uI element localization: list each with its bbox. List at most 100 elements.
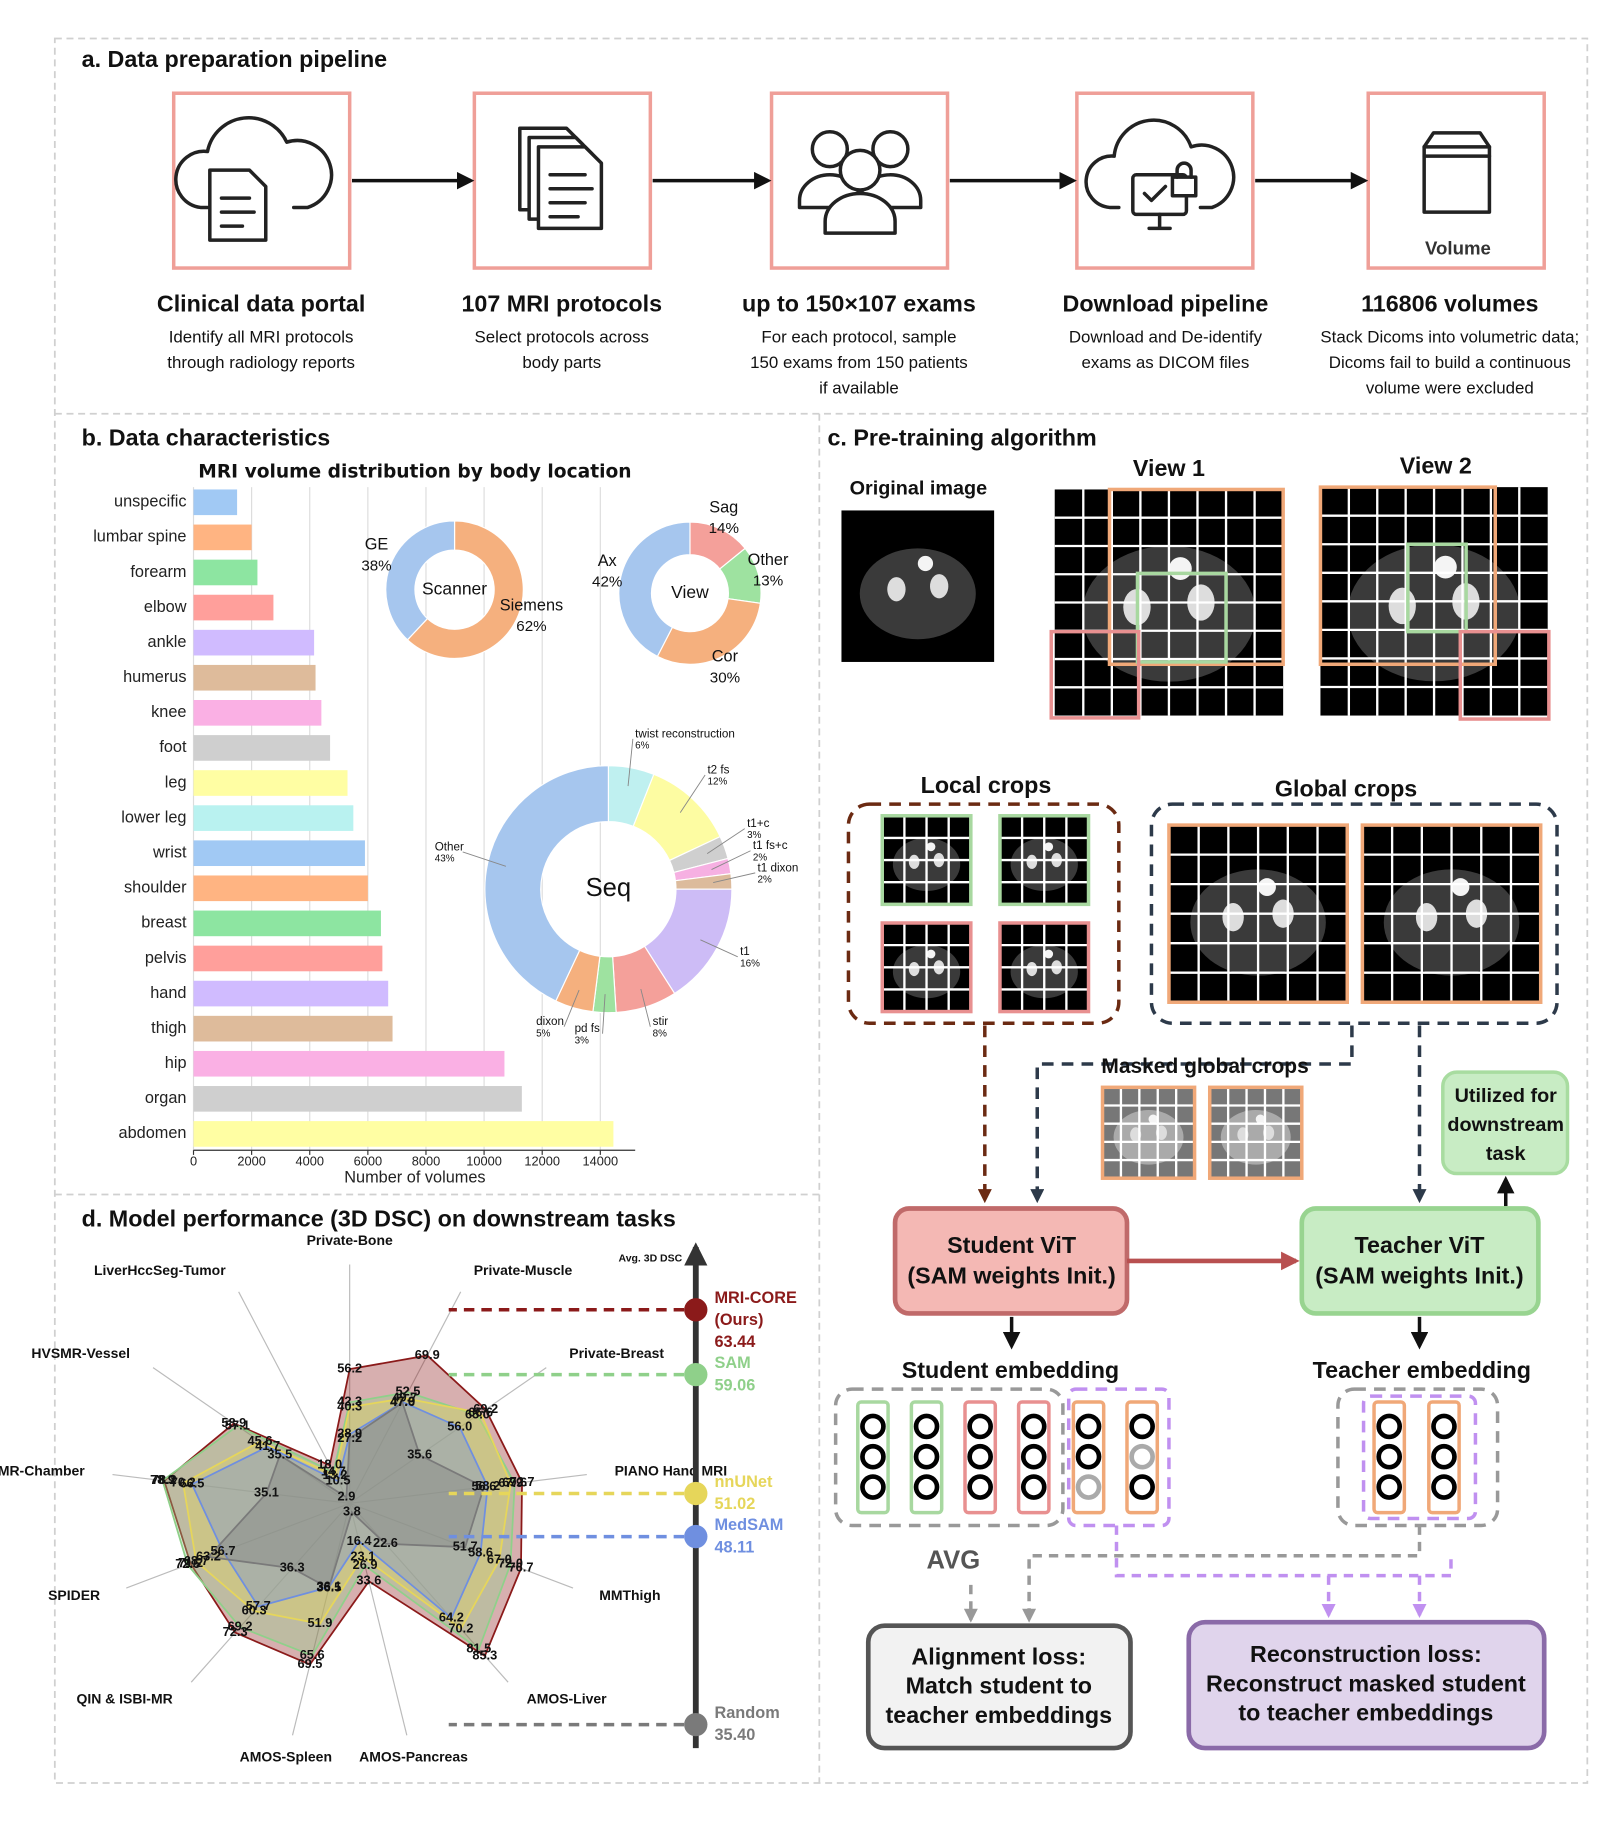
value-label: 40.3 [337,1398,362,1413]
label: (SAM weights Init.) [1315,1262,1523,1288]
slice-value: 8% [653,1028,668,1039]
scan [1434,555,1457,579]
label: 150 exams from 150 patients [750,353,968,372]
value-label: 51.9 [308,1615,333,1630]
scan [908,961,920,977]
value-label: 2.9 [338,1489,356,1504]
slice-value: 3% [575,1035,590,1046]
category-label: breast [141,914,187,932]
avg-value: 35.40 [714,1724,756,1744]
label: Student embedding [902,1357,1119,1383]
slice-value: 14% [709,520,739,537]
slice-value: 2% [753,852,768,863]
value-label: 85.3 [472,1647,497,1662]
slice-label: pd fs [575,1022,600,1035]
category-label: knee [151,703,186,721]
avg-value: 51.02 [714,1493,756,1513]
axis-label: AMOS-Spleen [240,1749,332,1765]
series-name: MedSAM [714,1514,784,1534]
token [1431,1443,1457,1470]
label: Global crops [1275,775,1417,801]
label: Student ViT [947,1232,1076,1258]
axis-label: AMOS-Pancreas [359,1749,468,1765]
spoke [238,1291,351,1504]
shape [1167,823,1349,1004]
shape [865,1623,1133,1751]
label: d. Model performance (3D DSC) on downstr… [82,1205,676,1231]
bar [193,980,389,1007]
radar-area [206,1401,485,1590]
radar-area [163,1354,523,1666]
shape [1360,823,1543,1004]
shape [1186,1619,1547,1751]
value-label: 58.9 [221,1415,246,1430]
value-label: 49.7 [392,1390,417,1405]
leader-line [563,989,580,1027]
slice [406,520,524,659]
scan [887,577,906,602]
value-label: 10.5 [326,1473,351,1488]
label: Stack Dicoms into volumetric data; [1320,327,1579,346]
pretraining-diagram [833,485,1570,1751]
slice [656,598,761,665]
spoke [152,1367,351,1504]
bar [193,629,315,656]
value-label: 65.6 [300,1647,325,1662]
category-label: hand [150,984,186,1002]
bar [193,735,331,761]
label: to teacher embeddings [1238,1699,1493,1725]
label: Dicoms fail to build a continuous [1329,353,1571,372]
spoke [190,1502,351,1683]
value-label: 41.7 [255,1438,280,1453]
category-label: hip [165,1054,187,1072]
series-name: Random [714,1702,780,1722]
x-tick-label: 12000 [524,1153,560,1168]
value-label: 22.6 [373,1535,398,1550]
value-label: 28.9 [337,1426,362,1441]
donut-title: Seq [586,874,632,902]
spoke [126,1502,350,1589]
value-label: 70.2 [171,1475,196,1490]
value-label: 72.3 [223,1624,248,1639]
slice-label: Ax [598,552,617,570]
leader-line [700,939,738,958]
token [1431,1474,1457,1500]
axis-label: Private-Breast [569,1345,664,1361]
token [913,1474,940,1500]
avg-legend: MRI-CORE (Ours)63.44 [714,1286,817,1352]
label: Clinical data portal [157,290,365,316]
slice-value: 38% [361,557,391,574]
value-label: 66.6 [468,1404,493,1419]
axis-label: SPIDER [48,1587,100,1603]
token [1376,1413,1403,1440]
label: Masked global crops [1101,1055,1308,1078]
leader-line [462,851,507,867]
avg-legend-text: MRI-CORE (Ours) 63.44 [714,1286,817,1352]
leader-line [679,774,706,813]
avg-value: 59.06 [714,1374,756,1394]
label: exams as DICOM files [1082,353,1250,372]
label: Teacher ViT [1355,1232,1485,1258]
value-label: 58.2 [475,1478,500,1493]
token [1075,1413,1102,1440]
label: up to 150×107 exams [742,290,976,316]
token [1376,1474,1403,1500]
shape [1406,542,1468,634]
slice-value: 42% [592,574,622,591]
category-label: ankle [148,633,187,651]
category-label: organ [145,1089,187,1107]
slice [385,520,456,641]
token [967,1413,993,1440]
donut-title: Scanner [422,578,487,598]
slice-label: t1+c [747,817,770,830]
value-label: 27.2 [337,1430,362,1445]
slice-value: 30% [710,669,740,686]
label: For each protocol, sample [761,327,956,346]
x-tick-label: 8000 [412,1153,440,1168]
scan [859,548,976,640]
slice-label: Cor [712,648,739,666]
label: Local crops [921,772,1052,798]
bar [193,805,354,831]
